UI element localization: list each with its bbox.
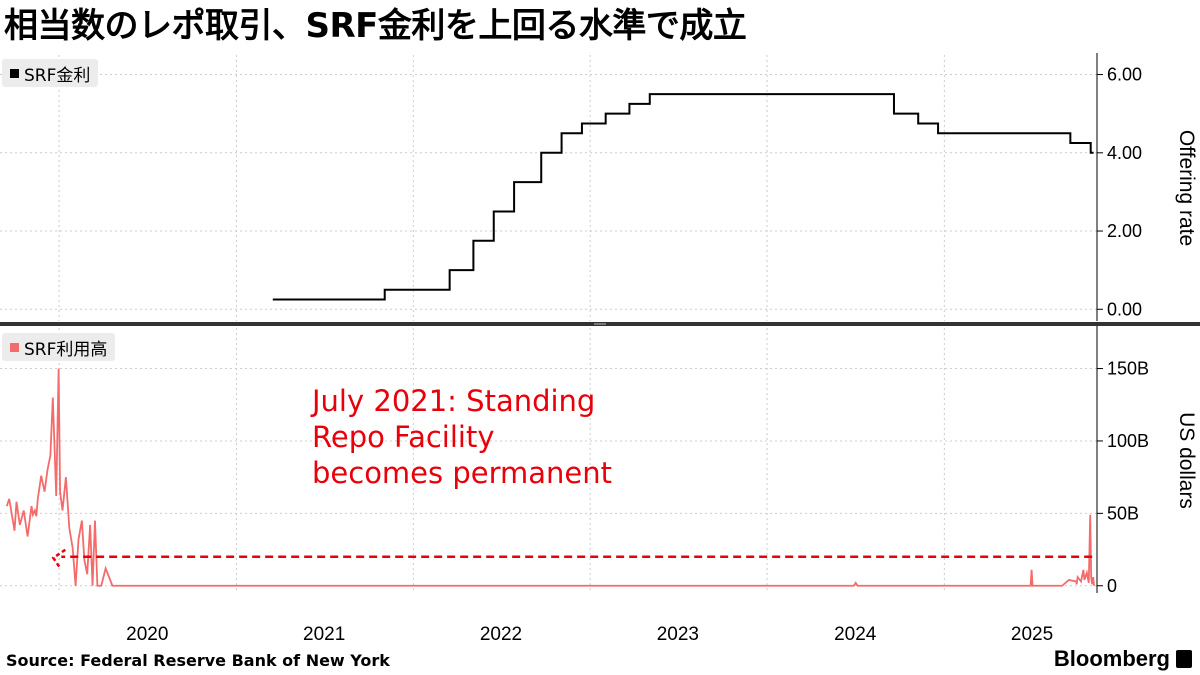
legend-swatch-rate: [10, 68, 19, 78]
legend-swatch-volume: [10, 342, 19, 352]
series-line-srf-volume: [5, 368, 1095, 587]
rate-y-tick-label-1: 2.00: [1107, 221, 1142, 241]
x-tick-label-4: 2024: [834, 624, 877, 645]
annotation-text-line-0: July 2021: Standing: [310, 384, 595, 418]
bloomberg-terminal-icon: [1176, 650, 1192, 668]
x-tick-label-3: 2023: [657, 624, 699, 645]
legend-rate: SRF金利: [2, 59, 99, 87]
annotation-text-line-2: becomes permanent: [312, 456, 612, 490]
brand-name: Bloomberg: [1053, 646, 1170, 671]
volume-y-tick-label-3: 150B: [1107, 359, 1149, 379]
x-tick-label-0: 2020: [126, 624, 168, 645]
source-note: Source: Federal Reserve Bank of New York: [6, 651, 390, 670]
volume-y-tick-label-2: 100B: [1107, 431, 1149, 451]
chart-title: 相当数のレポ取引、SRF金利を上回る水準で成立: [4, 6, 747, 46]
legend-label-rate: SRF金利: [24, 65, 91, 86]
volume-y-tick-label-1: 50B: [1107, 503, 1139, 523]
rate-y-tick-label-2: 4.00: [1107, 143, 1142, 163]
rate-y-tick-label-3: 6.00: [1107, 65, 1142, 85]
series-line-srf-rate: [272, 93, 1094, 301]
rate-y-tick-label-0: 0.00: [1107, 299, 1142, 319]
legend-label-volume: SRF利用高: [24, 339, 108, 360]
x-tick-label-1: 2021: [303, 624, 345, 645]
rate-y-axis-title: Offering rate: [1175, 130, 1198, 246]
brand-logo: Bloomberg: [1054, 646, 1192, 672]
x-tick-label-5: 2025: [1011, 624, 1053, 645]
legend-volume: SRF利用高: [2, 333, 116, 361]
annotation-arrow-head: [51, 548, 66, 568]
annotation-text-line-1: Repo Facility: [312, 420, 495, 454]
volume-y-tick-label-0: 0: [1107, 576, 1117, 596]
volume-y-axis-title: US dollars: [1175, 412, 1198, 509]
x-tick-label-2: 2022: [480, 624, 522, 645]
